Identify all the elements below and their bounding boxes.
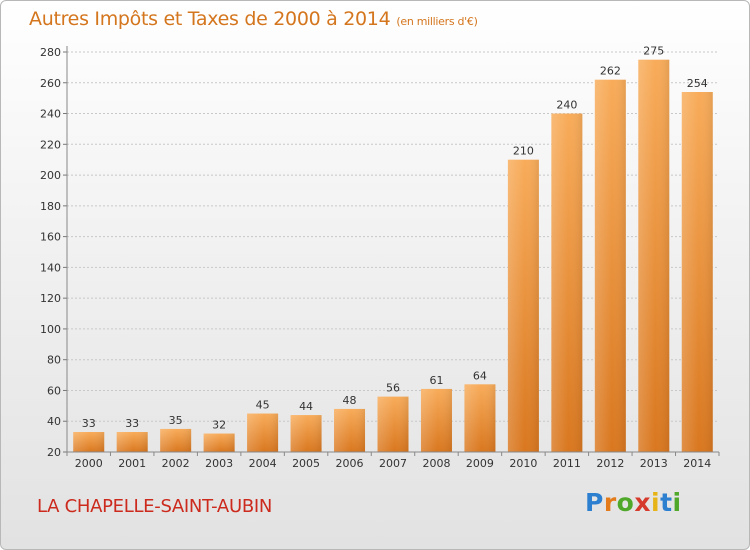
y-tick-label: 220 bbox=[40, 138, 61, 151]
value-label-2009: 64 bbox=[473, 369, 487, 382]
logo-letter: i bbox=[672, 488, 682, 517]
y-tick-label: 180 bbox=[40, 200, 61, 213]
value-label-2005: 44 bbox=[299, 400, 313, 413]
bar-shade-2000 bbox=[73, 432, 105, 452]
x-tick-label-2014: 2014 bbox=[683, 457, 711, 470]
bar-shade-2004 bbox=[247, 413, 279, 452]
title-text: Autres Impôts et Taxes de 2000 à 2014 bbox=[29, 8, 391, 30]
y-tick-label: 160 bbox=[40, 231, 61, 244]
x-tick-label-2011: 2011 bbox=[553, 457, 581, 470]
value-label-2002: 35 bbox=[169, 414, 183, 427]
y-tick-label: 120 bbox=[40, 292, 61, 305]
y-tick-label: 80 bbox=[47, 354, 61, 367]
x-tick-label-2006: 2006 bbox=[336, 457, 364, 470]
x-tick-label-2001: 2001 bbox=[118, 457, 146, 470]
value-label-2007: 56 bbox=[386, 382, 400, 395]
bar-shade-2010 bbox=[507, 159, 539, 452]
value-label-2003: 32 bbox=[212, 419, 226, 432]
value-label-2014: 254 bbox=[687, 77, 708, 90]
x-tick-label-2004: 2004 bbox=[249, 457, 277, 470]
bar-shade-2006 bbox=[334, 408, 366, 452]
logo-letter: r bbox=[603, 488, 617, 517]
value-label-2011: 240 bbox=[556, 99, 577, 112]
y-tick-label: 240 bbox=[40, 108, 61, 121]
y-tick-label: 40 bbox=[47, 415, 61, 428]
title-unit: (en milliers d'€) bbox=[396, 15, 478, 28]
x-tick-label-2005: 2005 bbox=[292, 457, 320, 470]
x-tick-label-2010: 2010 bbox=[509, 457, 537, 470]
x-tick-label-2009: 2009 bbox=[466, 457, 494, 470]
value-label-2006: 48 bbox=[343, 394, 357, 407]
x-tick-label-2013: 2013 bbox=[640, 457, 668, 470]
bar-shade-2012 bbox=[594, 79, 626, 452]
bar-shade-2014 bbox=[681, 92, 713, 452]
value-label-2004: 45 bbox=[256, 399, 270, 412]
y-tick-label: 140 bbox=[40, 261, 61, 274]
bar-shade-2003 bbox=[203, 433, 235, 452]
x-tick-label-2003: 2003 bbox=[205, 457, 233, 470]
logo-letter: t bbox=[660, 488, 673, 517]
chart-title: Autres Impôts et Taxes de 2000 à 2014 (en… bbox=[29, 8, 478, 30]
y-tick-label: 20 bbox=[47, 446, 61, 459]
logo-letter: x bbox=[634, 488, 651, 517]
x-tick-label-2000: 2000 bbox=[75, 457, 103, 470]
x-tick-label-2012: 2012 bbox=[596, 457, 624, 470]
logo-letter: o bbox=[616, 488, 635, 517]
y-tick-label: 280 bbox=[40, 46, 61, 59]
x-tick-label-2002: 2002 bbox=[162, 457, 190, 470]
bar-layer: 33 33 35 32 45 44 48 56 61 64 210 240 262 275 254 bbox=[73, 45, 713, 453]
logo-letter: P bbox=[585, 488, 604, 517]
proxiti-logo: Proxiti bbox=[585, 488, 682, 517]
value-label-2008: 61 bbox=[429, 374, 443, 387]
bar-shade-2013 bbox=[638, 59, 670, 452]
y-tick-label: 260 bbox=[40, 77, 61, 90]
y-tick-label: 100 bbox=[40, 323, 61, 336]
x-tick-label-2008: 2008 bbox=[422, 457, 450, 470]
y-tick-label: 200 bbox=[40, 169, 61, 182]
bar-shade-2008 bbox=[420, 388, 452, 452]
y-tick-label: 60 bbox=[47, 384, 61, 397]
bar-shade-2001 bbox=[116, 432, 148, 452]
bar-shade-2007 bbox=[377, 396, 409, 452]
value-label-2001: 33 bbox=[125, 417, 139, 430]
bar-shade-2009 bbox=[464, 384, 496, 452]
x-tick-label-2007: 2007 bbox=[379, 457, 407, 470]
value-label-2012: 262 bbox=[600, 65, 621, 78]
value-label-2013: 275 bbox=[643, 45, 664, 58]
value-label-2010: 210 bbox=[513, 145, 534, 158]
logo-letter: i bbox=[651, 488, 661, 517]
axis-layer: 20 40 60 80 100 120 140 160 180 200 220 240 260 280 20… bbox=[40, 46, 720, 470]
value-label-2000: 33 bbox=[82, 417, 96, 430]
commune-name: LA CHAPELLE-SAINT-AUBIN bbox=[37, 496, 273, 517]
bar-shade-2005 bbox=[290, 415, 322, 452]
bar-shade-2002 bbox=[160, 428, 192, 452]
bar-shade-2011 bbox=[551, 113, 583, 453]
